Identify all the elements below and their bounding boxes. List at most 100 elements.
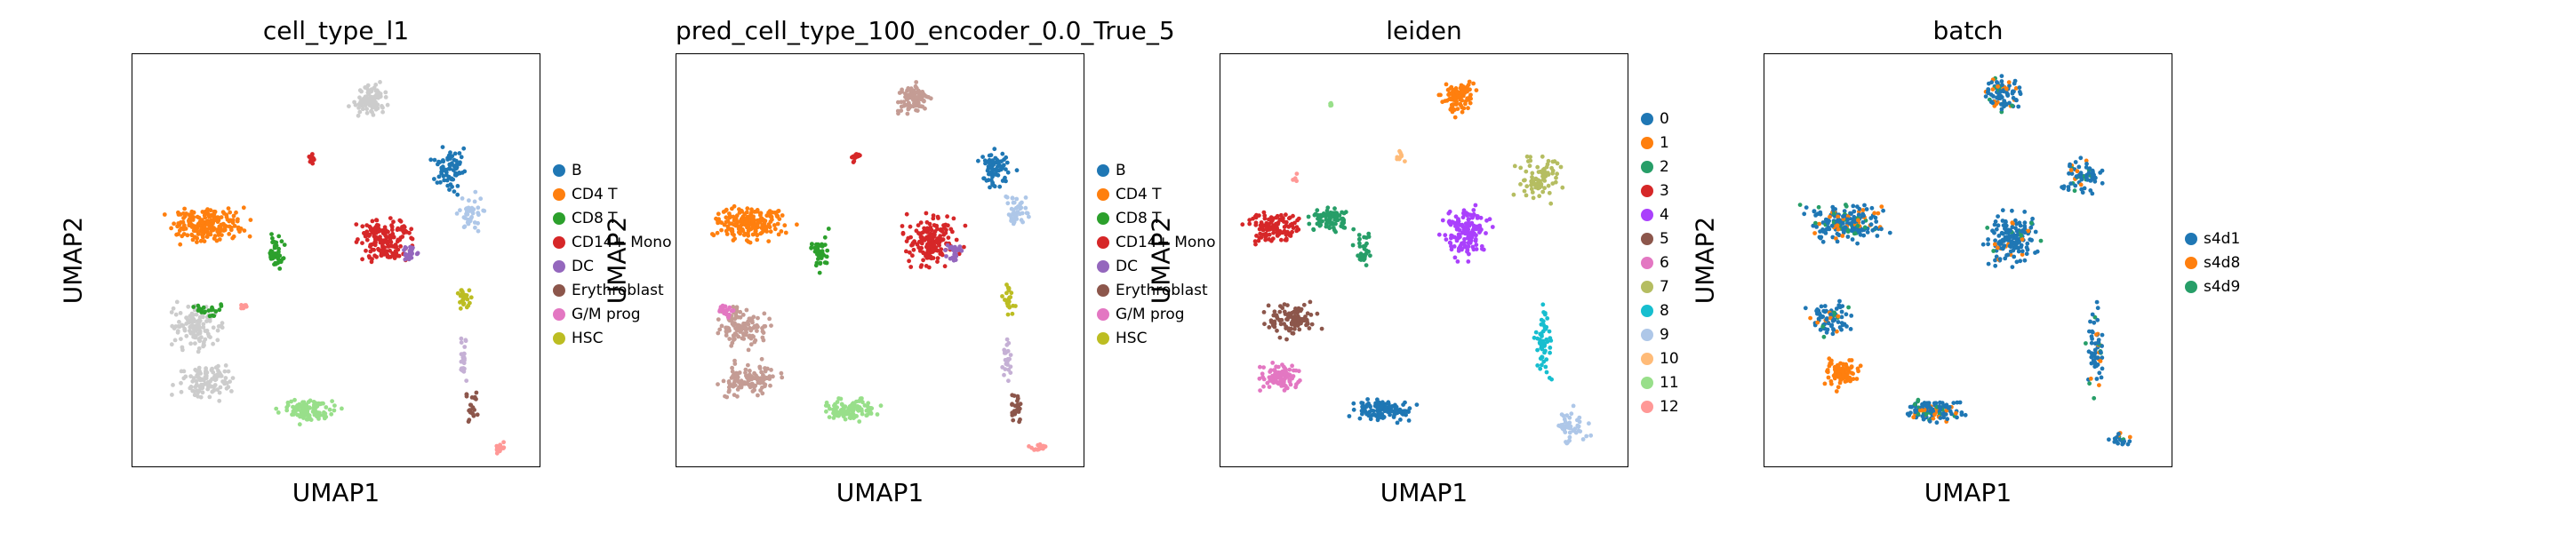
data-point (911, 247, 916, 252)
data-point (1815, 211, 1820, 217)
data-point (410, 236, 415, 242)
data-point (1403, 409, 1407, 414)
data-point (1524, 169, 1529, 174)
data-point (1473, 237, 1478, 242)
data-point (818, 261, 823, 266)
data-point (186, 304, 191, 309)
data-point (204, 319, 209, 323)
data-point (1938, 406, 1943, 411)
data-point (324, 405, 329, 410)
data-point (212, 234, 218, 238)
data-point (459, 340, 464, 345)
data-point (464, 305, 469, 310)
data-point (743, 328, 748, 333)
data-point (2010, 220, 2015, 226)
data-point (748, 342, 754, 347)
data-point (1951, 401, 1956, 405)
data-point (1327, 226, 1332, 231)
data-point (994, 169, 999, 174)
data-point (1351, 401, 1356, 406)
data-point (1003, 367, 1008, 371)
data-point (739, 384, 744, 389)
data-point (403, 251, 408, 257)
data-point (228, 210, 233, 215)
data-point (222, 379, 227, 384)
data-point (440, 164, 445, 170)
data-point (1531, 195, 1536, 201)
data-point (1309, 322, 1315, 327)
data-point (760, 223, 765, 227)
data-point (1373, 401, 1379, 406)
data-point (1803, 306, 1808, 311)
data-point (1287, 367, 1292, 372)
data-point (174, 299, 180, 305)
data-point (1268, 318, 1274, 323)
data-point (1999, 74, 2004, 78)
data-point (311, 157, 316, 162)
data-point (824, 409, 828, 414)
data-point (2078, 182, 2084, 187)
data-point (746, 228, 751, 234)
data-point (452, 151, 458, 156)
data-point (1839, 321, 1844, 325)
data-point (1916, 397, 1921, 402)
data-point (1535, 363, 1540, 368)
data-point (1864, 207, 1869, 211)
data-point (745, 375, 749, 380)
data-point (984, 178, 989, 183)
data-point (451, 168, 456, 172)
data-point (199, 310, 204, 314)
data-point (482, 209, 487, 213)
data-point (1576, 428, 1581, 434)
data-point (1284, 337, 1289, 342)
data-point (764, 227, 769, 232)
data-point (478, 196, 484, 202)
data-point (1247, 221, 1252, 227)
data-point (369, 108, 373, 114)
data-point (1291, 322, 1296, 327)
data-point (758, 212, 763, 218)
data-point (2094, 299, 2100, 305)
data-point (278, 259, 284, 265)
data-point (1292, 176, 1298, 181)
data-point (1293, 385, 1298, 390)
data-point (1992, 222, 1997, 227)
data-point (307, 413, 312, 418)
data-point (1362, 235, 1366, 240)
data-point (330, 399, 334, 403)
data-point (2072, 188, 2077, 194)
data-point (1849, 221, 1853, 226)
data-point (1567, 426, 1572, 431)
data-point (1826, 321, 1831, 326)
data-point (1543, 348, 1548, 354)
legend-marker (553, 331, 565, 345)
data-point (1538, 366, 1543, 371)
data-point (1804, 205, 1809, 211)
data-point (923, 106, 927, 111)
data-point (227, 232, 232, 236)
data-point (1004, 195, 1010, 200)
data-point (357, 109, 363, 115)
data-point (916, 231, 921, 235)
data-point (2005, 91, 2010, 97)
data-point (1535, 347, 1540, 353)
legend-item: 0 (1641, 107, 1679, 131)
data-point (925, 226, 930, 231)
data-point (739, 217, 744, 221)
data-point (1276, 231, 1280, 235)
data-point (1524, 184, 1530, 189)
data-point (908, 250, 912, 255)
legend-label: Erythroblast (572, 281, 664, 299)
data-point (914, 80, 919, 84)
data-point (1468, 92, 1473, 98)
data-point (380, 109, 385, 115)
data-point (1836, 314, 1841, 319)
data-point (204, 329, 209, 334)
legend-marker (1641, 184, 1653, 197)
data-point (388, 254, 393, 259)
data-point (1278, 304, 1283, 308)
data-point (476, 220, 480, 226)
data-point (852, 159, 857, 163)
data-point (301, 404, 307, 409)
data-point (1584, 434, 1589, 439)
